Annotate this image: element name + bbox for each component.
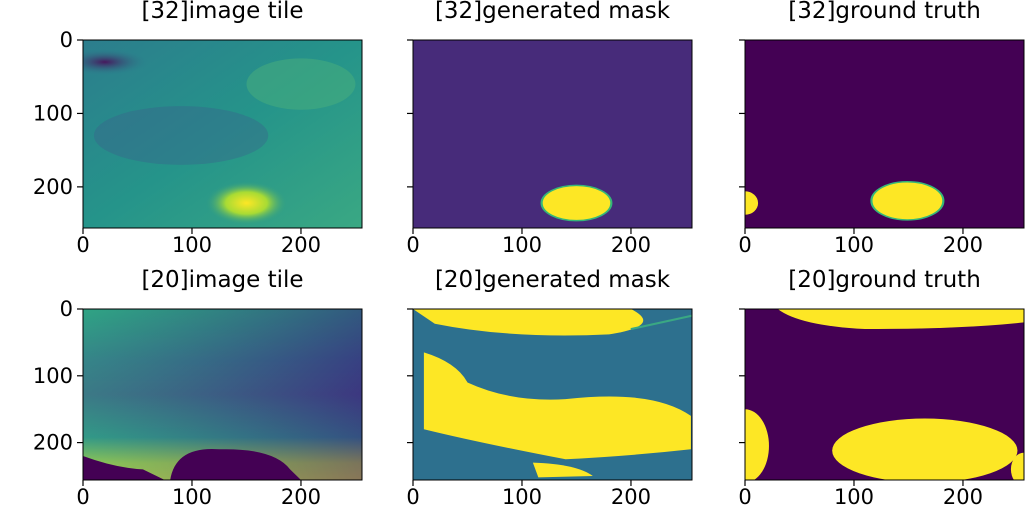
subplot: [20]image tile 0 100 200 0 100 200: [33, 267, 362, 509]
image: [61, 40, 362, 228]
x-tick-label: 0: [406, 233, 419, 257]
x-tick-label: 100: [172, 233, 212, 257]
image: [721, 309, 1030, 486]
subplot-title: [32]generated mask: [435, 0, 671, 24]
subplot-title: [20]generated mask: [435, 267, 671, 293]
subplot: [20]ground truth 0 100 200: [721, 267, 1030, 509]
subplot-title: [20]ground truth: [788, 267, 981, 293]
subplot-title: [20]image tile: [141, 267, 303, 293]
x-tick-label: 0: [738, 233, 751, 257]
image: [413, 309, 692, 480]
x-tick-label: 200: [611, 485, 651, 509]
image: [413, 40, 692, 228]
x-tick-label: 0: [406, 485, 419, 509]
y-tick-label: 200: [33, 431, 73, 455]
x-tick-label: 100: [502, 233, 542, 257]
y-tick-label: 0: [60, 28, 73, 52]
y-tick-label: 100: [33, 101, 73, 125]
x-tick-label: 100: [834, 485, 874, 509]
subplot: [32]image tile 0 100 200 0 100 200: [33, 0, 362, 257]
y-tick-label: 0: [60, 297, 73, 321]
y-tick-label: 100: [33, 364, 73, 388]
x-tick-label: 200: [943, 485, 983, 509]
subplot: [20]generated mask 0 100 200: [406, 267, 692, 509]
x-tick-label: 100: [172, 485, 212, 509]
figure: [32]image tile01002000100200[32]generate…: [0, 0, 1030, 515]
image: [732, 40, 1024, 228]
x-tick-label: 0: [76, 485, 89, 509]
x-tick-label: 200: [943, 233, 983, 257]
page: [32]image tile01002000100200[32]generate…: [0, 0, 1030, 515]
subplot-title: [32]ground truth: [788, 0, 981, 24]
x-tick-label: 200: [281, 233, 321, 257]
x-tick-label: 0: [76, 233, 89, 257]
x-tick-label: 100: [502, 485, 542, 509]
y-tick-label: 200: [33, 175, 73, 199]
subplot-title: [32]image tile: [141, 0, 303, 24]
subplot: [32]ground truth 0 100 200: [732, 0, 1024, 257]
image: [83, 309, 362, 480]
x-tick-label: 200: [281, 485, 321, 509]
x-tick-label: 200: [611, 233, 651, 257]
x-tick-label: 0: [738, 485, 751, 509]
subplot: [32]generated mask 0 100 200: [406, 0, 692, 257]
x-tick-label: 100: [834, 233, 874, 257]
